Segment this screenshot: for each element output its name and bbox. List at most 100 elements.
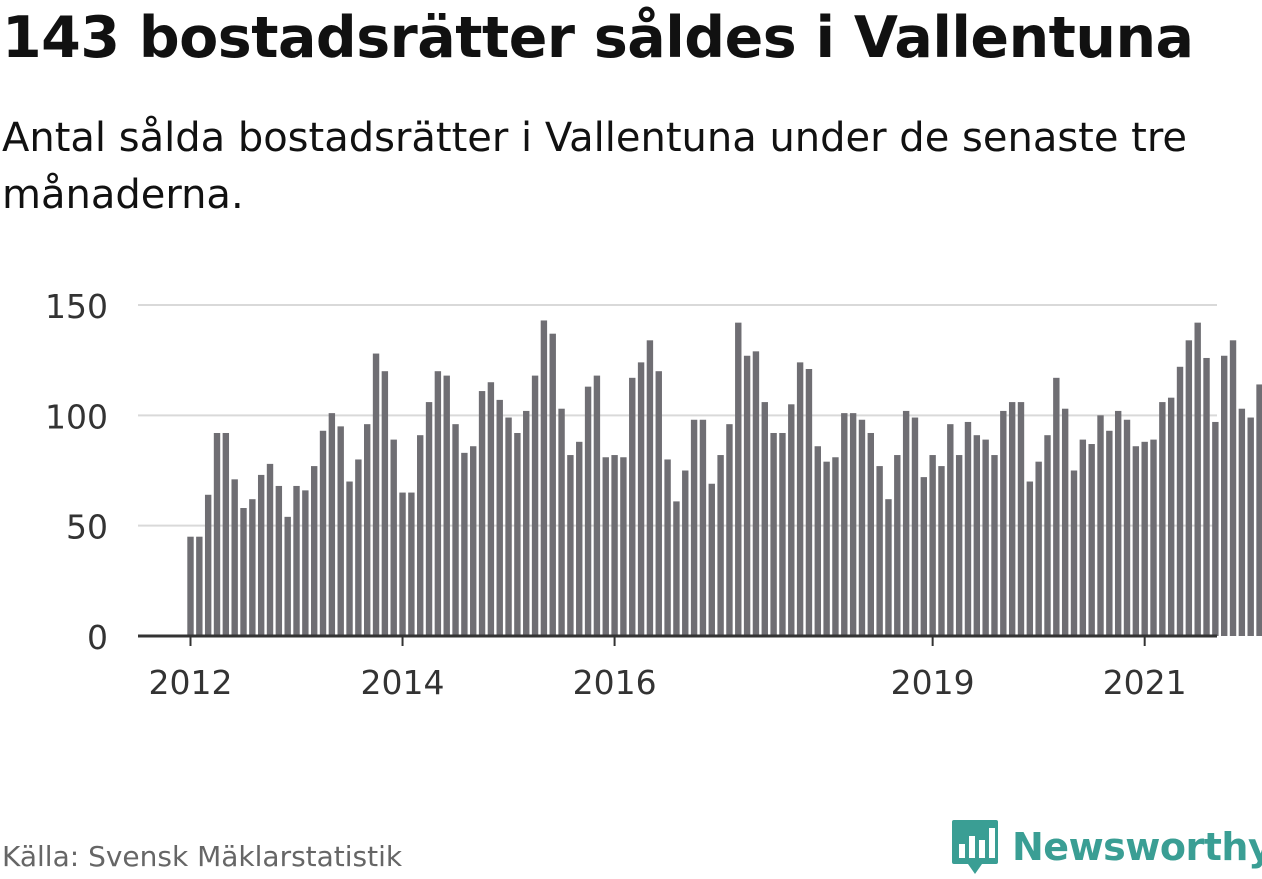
bar	[461, 452, 468, 636]
bar	[664, 459, 671, 636]
bar	[1097, 415, 1104, 636]
bar	[310, 466, 318, 636]
bar	[947, 424, 954, 636]
bar	[823, 461, 830, 636]
bar	[1088, 444, 1095, 636]
bar	[505, 417, 512, 636]
bar	[187, 536, 194, 636]
bar	[540, 320, 548, 636]
bar	[337, 426, 344, 636]
bar	[584, 386, 592, 636]
bar	[726, 424, 733, 636]
bar	[425, 402, 433, 636]
bar	[655, 371, 662, 636]
bar	[284, 516, 291, 636]
x-tick-label: 2019	[891, 663, 975, 702]
bar	[567, 455, 574, 636]
bar	[1221, 355, 1228, 636]
bar	[1212, 421, 1219, 636]
bar	[788, 404, 795, 636]
bar	[991, 455, 998, 636]
bar	[443, 375, 450, 636]
x-axis-ticks: 201220142016201920212023	[149, 636, 1187, 702]
bar	[743, 355, 751, 636]
bar	[293, 485, 300, 636]
bar	[646, 340, 654, 636]
bars	[187, 320, 1262, 636]
bar	[1061, 408, 1069, 636]
bar	[204, 494, 212, 636]
y-tick-label: 150	[45, 287, 108, 326]
bar	[1017, 402, 1025, 636]
x-tick-label: 2014	[361, 663, 445, 702]
bar	[257, 474, 265, 636]
bar	[196, 536, 203, 636]
bar	[487, 382, 495, 636]
bar	[682, 470, 689, 636]
bar	[399, 492, 406, 636]
bar	[1185, 340, 1193, 636]
bar	[814, 446, 821, 636]
bar	[558, 408, 565, 636]
bar	[717, 455, 724, 636]
bar	[302, 490, 309, 636]
x-tick-label: 2012	[149, 663, 233, 702]
bar	[1132, 446, 1140, 636]
bar	[1114, 410, 1122, 636]
bar	[637, 362, 645, 636]
bar	[408, 492, 415, 636]
bar	[1150, 439, 1157, 636]
bar	[1141, 441, 1148, 636]
bar	[531, 375, 539, 636]
bar	[240, 508, 247, 636]
bar	[611, 455, 618, 636]
bar	[514, 432, 521, 636]
bar	[355, 459, 362, 636]
chart-subtitle: Antal sålda bostadsrätter i Vallentuna u…	[2, 115, 1188, 218]
bar	[434, 371, 442, 636]
chart-title: 143 bostadsrätter såldes i Vallentuna	[2, 5, 1194, 71]
bar	[1106, 430, 1113, 636]
bar	[1053, 377, 1060, 636]
bar	[470, 446, 477, 636]
x-tick-label: 2016	[573, 663, 657, 702]
y-tick-label: 0	[87, 618, 108, 657]
bar	[381, 371, 389, 636]
bar	[929, 455, 936, 636]
x-tick-label: 2021	[1103, 663, 1187, 702]
bar	[549, 333, 556, 636]
bar	[920, 477, 928, 636]
bar	[964, 421, 972, 636]
bar	[858, 419, 866, 636]
y-axis-ticks: 0 50 100 150	[45, 287, 108, 657]
bar	[1176, 366, 1184, 636]
bar	[849, 413, 857, 636]
bar	[222, 432, 230, 636]
bar	[1000, 410, 1007, 636]
bar	[346, 481, 353, 636]
bar	[876, 466, 883, 636]
bar	[1079, 439, 1087, 636]
bar	[417, 435, 424, 636]
bar	[364, 424, 371, 636]
bar	[266, 463, 274, 636]
bar	[1035, 461, 1042, 636]
bar	[1123, 419, 1131, 636]
bar	[390, 439, 397, 636]
bar	[796, 362, 804, 636]
bar	[523, 410, 530, 636]
bar	[867, 432, 874, 636]
bar	[213, 432, 221, 636]
bar	[805, 368, 813, 636]
y-tick-label: 100	[45, 397, 108, 436]
bar	[1194, 322, 1201, 636]
bar	[911, 417, 919, 636]
bar	[894, 455, 901, 636]
bar	[841, 413, 848, 636]
bar	[1008, 402, 1016, 636]
bar	[372, 353, 380, 636]
bar	[690, 419, 698, 636]
bar	[770, 432, 777, 636]
bar	[328, 413, 336, 636]
